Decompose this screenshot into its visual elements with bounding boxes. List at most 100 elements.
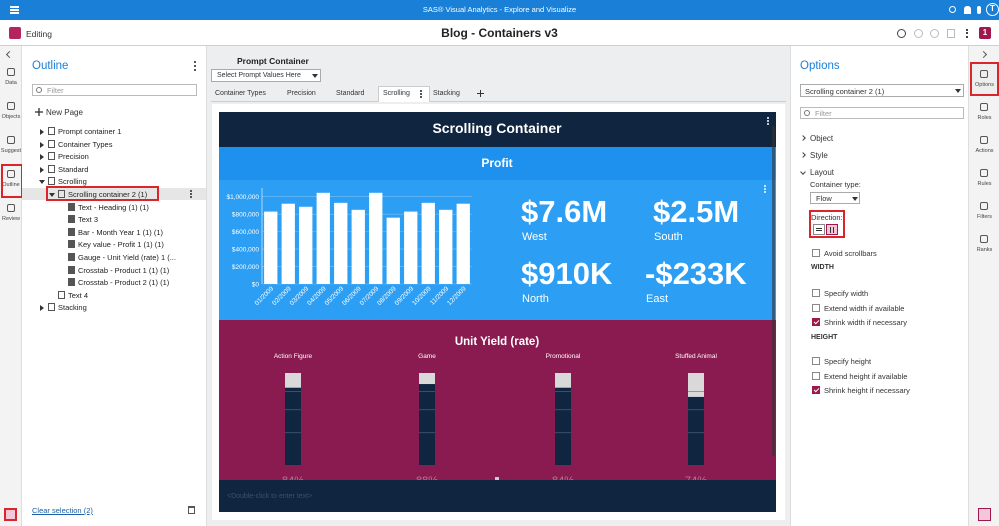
add-tab-v[interactable] (480, 90, 482, 97)
delete-icon[interactable] (188, 506, 195, 514)
rail-label[interactable]: Options (975, 82, 994, 88)
checkbox-label[interactable]: Specify width (824, 289, 869, 298)
checkbox[interactable] (812, 371, 820, 380)
tree-item[interactable]: Prompt container 1 (58, 127, 122, 136)
search-icon[interactable] (949, 6, 956, 13)
help-icon[interactable] (977, 6, 981, 14)
rail-label[interactable]: Objects (1, 114, 21, 120)
avatar[interactable]: T (986, 3, 999, 16)
new-page-button[interactable]: New Page (46, 108, 83, 117)
menu-icon[interactable] (10, 6, 19, 14)
checkbox-label[interactable]: Avoid scrollbars (824, 249, 877, 258)
more-icon[interactable] (194, 61, 196, 71)
section-header[interactable]: Style (810, 151, 828, 160)
checkbox[interactable] (812, 318, 820, 326)
container-type-select[interactable]: Flow (810, 192, 860, 204)
rail-label[interactable]: Ranks (976, 247, 993, 253)
checkbox-label[interactable]: Shrink width if necessary (824, 318, 907, 327)
tree-item[interactable]: Container Types (58, 139, 113, 149)
bottom-icon[interactable] (978, 508, 991, 521)
checkbox[interactable] (812, 303, 820, 312)
rail-label[interactable]: Suggest (0, 148, 22, 154)
section-arrow[interactable] (800, 169, 806, 175)
checkbox[interactable] (812, 386, 820, 394)
rail-label[interactable]: Data (5, 80, 17, 86)
expand-arrow[interactable] (40, 141, 44, 148)
expand-arrow[interactable] (40, 305, 44, 312)
check-mark (813, 386, 819, 393)
tree-item[interactable]: Scrolling container 2 (1) (68, 190, 148, 199)
filter-input[interactable]: Filter (32, 84, 197, 96)
tab[interactable]: Standard (336, 90, 365, 97)
rail-icon[interactable] (980, 136, 988, 144)
rail-label[interactable]: Roles (977, 115, 992, 121)
direction-vertical[interactable] (826, 224, 838, 235)
rail-icon[interactable] (7, 136, 15, 144)
tree-item[interactable]: Gauge - Unit Yield (rate) 1 (... (78, 253, 176, 262)
tree-item[interactable]: Text 4 (68, 290, 89, 300)
tab[interactable]: Precision (287, 90, 316, 97)
rail-icon[interactable] (7, 170, 15, 178)
tab[interactable]: Stacking (433, 90, 460, 97)
rail-label[interactable]: Filters (977, 214, 992, 220)
tree-item[interactable]: Text 3 (78, 215, 99, 225)
tree-item[interactable]: Stacking (58, 303, 87, 313)
checkbox[interactable] (812, 357, 820, 365)
undo-icon[interactable] (914, 29, 923, 38)
section-header[interactable]: Object (810, 134, 834, 143)
tree-item[interactable]: Text - Heading (1) (1) (78, 202, 149, 212)
expand-arrow[interactable] (40, 154, 44, 161)
rail-label[interactable]: Outline (2, 182, 20, 188)
tree-item[interactable]: Crosstab - Product 1 (1) (1) (78, 265, 170, 275)
redo-icon[interactable] (930, 29, 939, 38)
badge[interactable]: 1 (979, 27, 991, 39)
section-header[interactable]: Layout (810, 168, 835, 177)
section-arrow[interactable] (800, 135, 806, 141)
edit-icon[interactable] (9, 27, 21, 39)
checkbox[interactable] (812, 289, 820, 297)
checkbox-label[interactable]: Shrink height if necessary (824, 386, 910, 395)
expand-arrow[interactable] (39, 180, 45, 185)
rail-icon[interactable] (980, 169, 988, 177)
prompt-select[interactable]: Select Prompt Values Here (211, 69, 321, 82)
tree-item[interactable]: Bar - Month Year 1 (1) (1) (78, 227, 164, 237)
expand-arrow[interactable] (40, 166, 44, 173)
checkbox-label[interactable]: Specify height (824, 357, 872, 366)
tab[interactable]: Container Types (215, 90, 266, 97)
bell-icon[interactable] (964, 6, 971, 14)
tree-item[interactable]: Precision (58, 152, 89, 162)
tree-item[interactable]: Crosstab - Product 2 (1) (1) (78, 278, 170, 288)
save-icon[interactable] (947, 29, 955, 38)
tree-item[interactable]: Scrolling (58, 177, 87, 187)
section-arrow[interactable] (800, 152, 806, 158)
rail-icon[interactable] (980, 70, 988, 78)
direction-horizontal[interactable] (813, 224, 825, 235)
checkbox-label[interactable]: Extend width if available (824, 303, 905, 313)
more-icon[interactable] (966, 29, 968, 38)
toolbar-icon[interactable] (897, 29, 906, 38)
object-select[interactable]: Scrolling container 2 (1) (800, 84, 964, 97)
expand-arrow[interactable] (40, 129, 44, 135)
bottom-icon[interactable] (4, 508, 17, 521)
scrollbar[interactable] (772, 126, 775, 456)
checkbox-label[interactable]: Extend height if available (824, 371, 908, 381)
clear-selection-link[interactable]: Clear selection (2) (32, 506, 93, 515)
collapse-icon[interactable] (979, 50, 988, 59)
rail-icon[interactable] (980, 202, 988, 210)
rail-label[interactable]: Actions (975, 148, 994, 154)
rail-icon[interactable] (980, 235, 988, 243)
rail-icon[interactable] (980, 103, 988, 111)
rail-icon[interactable] (7, 68, 15, 76)
collapse-icon[interactable] (5, 50, 14, 59)
rail-label[interactable]: Rules (977, 181, 992, 187)
checkbox[interactable] (812, 249, 820, 257)
rail-icon[interactable] (7, 102, 15, 110)
filter-input[interactable]: Filter (800, 107, 964, 119)
more-icon[interactable] (190, 190, 192, 198)
more-icon[interactable] (420, 90, 422, 98)
tree-item[interactable]: Standard (58, 164, 89, 174)
rail-icon[interactable] (7, 204, 15, 212)
rail-label[interactable]: Review (1, 216, 21, 222)
tree-item[interactable]: Key value - Profit 1 (1) (1) (78, 240, 164, 250)
tab[interactable]: Scrolling (383, 90, 410, 97)
